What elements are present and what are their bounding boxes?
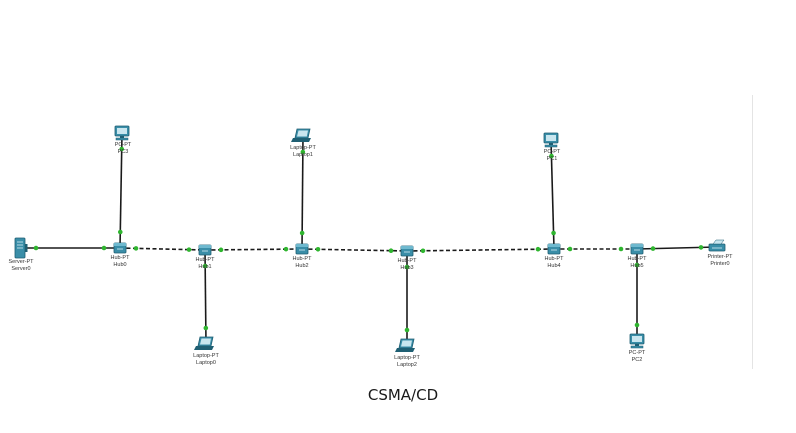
device-type-label: Laptop-PT — [394, 355, 420, 361]
link-status-indicator — [634, 262, 640, 268]
device-label-laptop2: Laptop-PT Laptop2 — [377, 355, 437, 368]
link-hub5-printer0[interactable] — [636, 246, 718, 250]
link-status-indicator — [404, 264, 410, 270]
link-hub3-hub4[interactable] — [406, 248, 555, 252]
link-hub0-pc3[interactable] — [119, 132, 123, 249]
device-type-label: Laptop-PT — [193, 353, 219, 359]
device-label-laptop1: Laptop-PT Laptop1 — [273, 145, 333, 158]
laptop-icon[interactable] — [395, 338, 415, 352]
laptop-icon[interactable] — [291, 128, 311, 142]
link-status-indicator — [299, 230, 305, 236]
diagram-caption: CSMA/CD — [367, 386, 439, 404]
link-status-indicator — [388, 248, 394, 253]
device-type-label: Server-PT — [8, 259, 34, 265]
link-status-indicator — [119, 146, 125, 152]
device-type-label: Laptop-PT — [290, 145, 316, 151]
device-label-hub5: Hub-PT Hub5 — [607, 256, 667, 269]
link-status-indicator — [551, 230, 556, 236]
server-icon[interactable] — [14, 237, 28, 259]
link-status-indicator — [420, 248, 426, 254]
device-name-label: PC1 — [546, 155, 558, 162]
device-name-label: Hub3 — [400, 264, 414, 271]
device-type-label: Hub-PT — [627, 256, 647, 262]
device-label-hub0: Hub-PT Hub0 — [90, 255, 150, 268]
device-label-hub1: Hub-PT Hub1 — [175, 257, 235, 270]
device-type-label: Hub-PT — [110, 255, 130, 261]
hub-icon[interactable] — [198, 244, 212, 256]
device-type-label: PC-PT — [114, 142, 132, 148]
pc-icon[interactable] — [543, 132, 559, 148]
link-hub0-hub1[interactable] — [119, 247, 206, 251]
printer-icon[interactable] — [708, 239, 726, 252]
link-status-indicator — [404, 327, 410, 333]
link-status-indicator — [283, 246, 289, 252]
device-type-label: Hub-PT — [544, 256, 564, 262]
device-name-label: Hub2 — [295, 262, 309, 269]
device-name-label: Laptop2 — [397, 361, 417, 368]
link-status-indicator — [203, 325, 209, 331]
device-name-label: Printer0 — [710, 260, 730, 267]
link-status-indicator — [101, 245, 107, 251]
link-status-indicator — [315, 247, 321, 252]
device-label-pc1: PC-PT PC1 — [522, 149, 582, 162]
device-name-label: Hub5 — [630, 262, 644, 269]
device-label-hub4: Hub-PT Hub4 — [524, 256, 584, 269]
device-type-label: Hub-PT — [195, 257, 215, 263]
link-status-indicator — [300, 149, 306, 155]
device-label-server0: Server-PT Server0 — [0, 259, 51, 272]
link-status-indicator — [698, 245, 704, 250]
device-label-hub2: Hub-PT Hub2 — [272, 256, 332, 269]
link-status-indicator — [33, 245, 39, 251]
link-status-indicator — [133, 246, 139, 251]
device-label-laptop0: Laptop-PT Laptop0 — [176, 353, 236, 366]
device-label-pc3: PC-PT PC3 — [93, 142, 153, 155]
device-name-label: Hub1 — [198, 263, 212, 270]
link-status-indicator — [186, 247, 192, 252]
device-name-label: Laptop1 — [293, 151, 313, 158]
device-label-printer0: Printer-PT Printer0 — [690, 254, 750, 267]
link-status-indicator — [218, 247, 224, 253]
device-name-label: Server0 — [11, 265, 31, 272]
hub-icon[interactable] — [295, 243, 309, 255]
link-status-indicator — [567, 246, 573, 252]
link-status-indicator — [535, 246, 541, 252]
link-hub2-laptop1[interactable] — [301, 135, 304, 250]
hub-icon[interactable] — [547, 243, 561, 255]
link-status-indicator — [549, 153, 554, 159]
device-type-label: Hub-PT — [292, 256, 312, 262]
link-status-indicator — [618, 246, 624, 252]
link-status-indicator — [202, 263, 208, 269]
pc-icon[interactable] — [114, 125, 130, 141]
device-label-hub3: Hub-PT Hub3 — [377, 258, 437, 271]
device-type-label: Printer-PT — [707, 254, 733, 260]
hub-icon[interactable] — [113, 242, 127, 254]
laptop-icon[interactable] — [194, 336, 214, 350]
device-name-label: Laptop0 — [196, 359, 216, 366]
pc-icon[interactable] — [629, 333, 645, 349]
link-status-indicator — [650, 246, 656, 251]
hub-icon[interactable] — [400, 245, 414, 257]
device-label-pc2: PC-PT PC2 — [607, 350, 667, 363]
device-type-label: PC-PT — [628, 350, 646, 356]
device-name-label: PC3 — [117, 148, 129, 155]
device-type-label: PC-PT — [543, 149, 561, 155]
device-type-label: Hub-PT — [397, 258, 417, 264]
canvas-right-border — [752, 95, 753, 369]
device-name-label: PC2 — [631, 356, 643, 363]
device-name-label: Hub4 — [547, 262, 561, 269]
link-status-indicator — [634, 322, 640, 328]
device-name-label: Hub0 — [113, 261, 127, 268]
link-status-indicator — [117, 229, 123, 235]
hub-icon[interactable] — [630, 243, 644, 255]
